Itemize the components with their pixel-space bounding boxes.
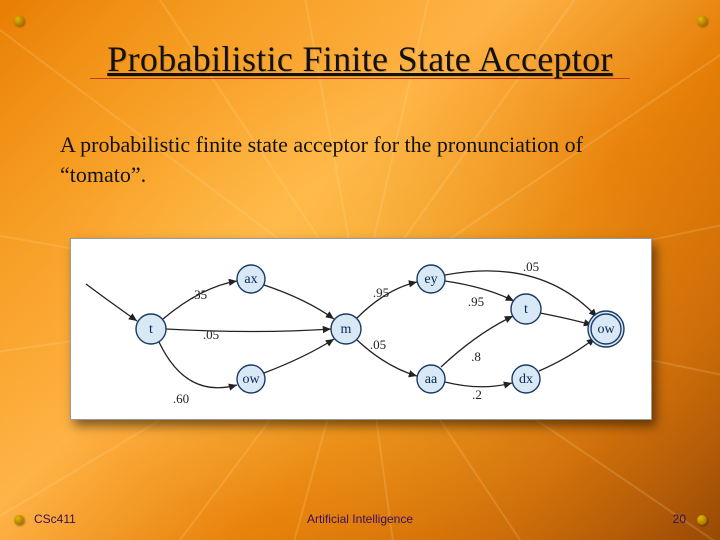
fsa-edge-label: .95 [468, 294, 484, 309]
fsa-node-label: ow [597, 322, 615, 337]
fsa-edge-label: .35 [191, 287, 207, 302]
fsa-node-label: ow [242, 372, 260, 387]
slide-title: Probabilistic Finite State Acceptor [0, 38, 720, 79]
fsa-edge [166, 329, 331, 332]
fsa-edge [86, 284, 137, 321]
slide-footer: CSc411 Artificial Intelligence 20 [0, 512, 720, 526]
fsa-node-label: dx [519, 372, 533, 387]
fsa-edge [264, 285, 334, 319]
fsa-node-label: m [341, 322, 352, 337]
fsa-node-label: t [524, 302, 528, 317]
fsa-diagram: t ax ow m ey aa t dx ow .35 .60 .05 .95 .05 .95 .05 .8.… [70, 238, 652, 420]
footer-center: Artificial Intelligence [0, 512, 720, 526]
fsa-edge-label: .95 [373, 285, 389, 300]
fsa-edge [264, 339, 334, 373]
corner-bullet-icon [14, 16, 24, 26]
fsa-edge-label: .05 [523, 259, 539, 274]
fsa-node-label: ax [244, 272, 257, 287]
fsa-edge-label: .05 [203, 327, 219, 342]
fsa-edge [357, 340, 417, 376]
fsa-edge-label: .2 [472, 387, 482, 402]
fsa-edge-label: .05 [370, 337, 386, 352]
slide: Probabilistic Finite State Acceptor A pr… [0, 0, 720, 540]
fsa-edge-label: .8 [471, 349, 481, 364]
fsa-edge-label: .60 [173, 391, 189, 406]
corner-bullet-icon [697, 16, 707, 26]
fsa-edge [539, 338, 595, 371]
slide-body-text: A probabilistic finite state acceptor fo… [60, 130, 660, 189]
fsa-node-label: t [149, 322, 153, 337]
fsa-edge [540, 313, 592, 325]
fsa-node-label: aa [425, 372, 438, 387]
fsa-edge [159, 342, 237, 388]
fsa-node-label: ey [424, 272, 437, 287]
